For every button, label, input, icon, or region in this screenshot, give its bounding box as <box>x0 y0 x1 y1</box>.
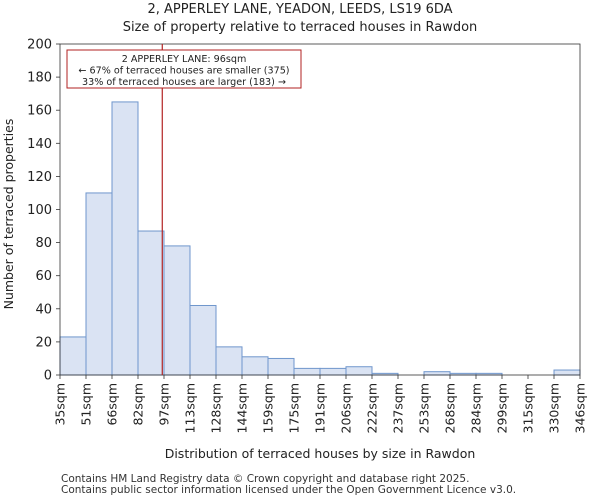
x-tick-label: 315sqm <box>521 383 536 433</box>
bar-10 <box>319 367 347 376</box>
annotation-line: ← 67% of terraced houses are smaller (37… <box>78 66 289 77</box>
footer-line-2: Contains public sector information licen… <box>61 484 517 496</box>
y-axis-title: Number of terraced properties <box>1 119 16 310</box>
footer-line-1: Contains HM Land Registry data © Crown c… <box>61 473 470 485</box>
chart-subtitle: Size of property relative to terraced ho… <box>122 20 478 35</box>
bar-1 <box>85 192 113 376</box>
x-tick-label: 66sqm <box>105 383 120 426</box>
x-tick-label: 330sqm <box>547 383 562 433</box>
annotation-box <box>66 49 302 89</box>
x-tick-label: 222sqm <box>365 383 380 433</box>
x-tick-label: 191sqm <box>313 383 328 433</box>
bar-0 <box>59 336 87 376</box>
x-tick-label: 237sqm <box>391 383 406 433</box>
chart-title: 2, APPERLEY LANE, YEADON, LEEDS, LS19 6D… <box>147 2 453 17</box>
x-tick-label: 175sqm <box>287 383 302 433</box>
x-tick-label: 97sqm <box>157 383 172 426</box>
x-tick-label: 144sqm <box>235 383 250 433</box>
bar-9 <box>293 367 321 376</box>
y-tick-label: 20 <box>35 335 52 350</box>
bar-8 <box>267 357 295 376</box>
y-tick-label: 40 <box>35 302 52 317</box>
bar-19 <box>553 369 581 376</box>
y-tick-label: 180 <box>27 71 52 86</box>
x-tick-label: 128sqm <box>209 383 224 433</box>
bar-3 <box>137 230 165 376</box>
x-tick-label: 268sqm <box>443 383 458 433</box>
x-tick-label: 253sqm <box>417 383 432 433</box>
x-tick-label: 159sqm <box>261 383 276 433</box>
x-tick-label: 206sqm <box>339 383 354 433</box>
y-tick-label: 80 <box>35 236 52 251</box>
annotation-line: 33% of terraced houses are larger (183) … <box>82 77 286 88</box>
x-tick-label: 82sqm <box>131 383 146 426</box>
x-tick-label: 113sqm <box>183 383 198 433</box>
bar-11 <box>345 366 373 376</box>
y-tick-label: 60 <box>35 269 52 284</box>
y-tick-label: 200 <box>27 38 52 53</box>
bar-4 <box>163 245 191 376</box>
x-tick-label: 299sqm <box>495 383 510 433</box>
bar-6 <box>215 346 243 376</box>
y-tick-label: 0 <box>44 369 52 384</box>
bar-7 <box>241 356 269 376</box>
x-tick-label: 284sqm <box>469 383 484 433</box>
y-tick-label: 140 <box>27 137 52 152</box>
x-tick-label: 35sqm <box>53 383 68 426</box>
bar-14 <box>423 371 451 376</box>
y-tick-label: 120 <box>27 170 52 185</box>
y-tick-label: 160 <box>27 104 52 119</box>
x-tick-label: 346sqm <box>573 383 588 433</box>
bar-2 <box>111 101 139 376</box>
y-tick-label: 100 <box>27 203 52 218</box>
bar-5 <box>189 304 217 376</box>
x-axis-title: Distribution of terraced houses by size … <box>165 446 476 461</box>
x-tick-label: 51sqm <box>79 383 94 426</box>
annotation-line: 2 APPERLEY LANE: 96sqm <box>122 54 247 65</box>
